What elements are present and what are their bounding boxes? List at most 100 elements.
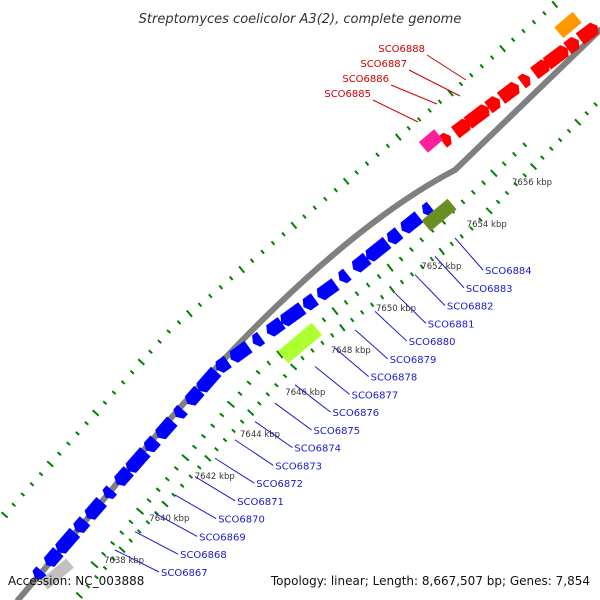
tick-mark <box>38 471 44 477</box>
gene-arrow[interactable] <box>277 302 307 329</box>
gene-arrow[interactable] <box>384 227 404 247</box>
gene-label-reverse[interactable]: SCO6883 <box>466 284 513 295</box>
gene-arrow[interactable] <box>141 435 161 456</box>
gene-arrow[interactable] <box>484 94 504 114</box>
gene-arrow[interactable] <box>314 278 340 302</box>
gene-arrow[interactable] <box>263 317 286 339</box>
tick-mark <box>94 574 99 580</box>
tick-mark <box>239 419 245 424</box>
gene-label-reverse[interactable]: SCO6879 <box>390 355 437 366</box>
tick-mark <box>419 237 425 243</box>
tick-mark <box>485 207 493 215</box>
tick-mark <box>408 246 414 253</box>
gene-arrow[interactable] <box>212 355 232 376</box>
gene-arrow[interactable] <box>397 211 424 236</box>
tick-mark <box>102 400 108 406</box>
gene-label-reverse[interactable]: SCO6878 <box>371 373 418 384</box>
gene-arrow[interactable] <box>542 43 572 70</box>
leader-line <box>294 384 331 413</box>
tick-mark <box>388 285 396 294</box>
gene-label-reverse[interactable]: SCO6867 <box>161 568 208 579</box>
gene-arrow[interactable] <box>335 268 352 286</box>
gene-label-reverse[interactable]: SCO6881 <box>428 319 475 330</box>
gene-arrow[interactable] <box>563 34 583 55</box>
tick-mark <box>231 428 236 434</box>
tick-mark <box>128 538 134 543</box>
gene-arrow[interactable] <box>71 516 91 536</box>
gene-arrow[interactable] <box>450 116 474 139</box>
tick-mark <box>270 240 276 246</box>
tick-mark <box>101 551 107 557</box>
genome-summary-text: Topology: linear; Length: 8,667,507 bp; … <box>270 574 590 588</box>
tick-mark <box>449 241 454 247</box>
gene-label-reverse[interactable]: SCO6873 <box>275 461 322 472</box>
leader-line <box>194 476 236 502</box>
tick-mark <box>29 482 35 487</box>
gene-arrow[interactable] <box>82 497 107 523</box>
gene-label-reverse[interactable]: SCO6877 <box>352 390 399 401</box>
leader-line <box>234 439 274 466</box>
tick-mark <box>282 373 288 379</box>
tick-mark <box>102 565 108 571</box>
tick-mark <box>478 217 483 222</box>
gene-arrow[interactable] <box>30 566 47 583</box>
tick-mark <box>376 273 382 279</box>
gene-label-forward[interactable]: SCO6887 <box>360 59 407 70</box>
gene-label-reverse[interactable]: SCO6868 <box>180 550 227 561</box>
tick-mark <box>522 173 527 178</box>
gene-arrow[interactable] <box>153 416 178 443</box>
gene-arrow[interactable] <box>249 331 266 349</box>
gene-arrow[interactable] <box>227 340 253 365</box>
gene-label-reverse[interactable]: SCO6884 <box>485 266 532 277</box>
gene-label-forward[interactable]: SCO6885 <box>324 89 371 100</box>
tick-mark <box>385 143 391 149</box>
gene-arrow[interactable] <box>100 485 118 502</box>
gene-label-reverse[interactable]: SCO6875 <box>314 426 361 437</box>
tick-mark <box>238 265 246 274</box>
kbp-label: 7650 kbp <box>376 304 416 314</box>
gene-label-reverse[interactable]: SCO6871 <box>237 497 284 508</box>
gene-arrow[interactable] <box>463 102 493 129</box>
gene-label-reverse[interactable]: SCO6882 <box>447 302 494 313</box>
leader-line <box>254 421 293 449</box>
gene-arrow[interactable] <box>53 527 81 557</box>
gene-arrow[interactable] <box>362 236 392 264</box>
gene-label-reverse[interactable]: SCO6880 <box>409 337 456 348</box>
tick-mark <box>265 392 271 397</box>
gene-label-forward[interactable]: SCO6888 <box>378 44 425 55</box>
leader-line <box>414 274 446 306</box>
gene-arrow[interactable] <box>438 130 454 148</box>
tick-mark <box>119 530 125 535</box>
gene-arrow[interactable] <box>299 293 319 313</box>
feature-lime <box>278 322 322 364</box>
tick-mark <box>333 187 338 193</box>
leader-line <box>354 329 389 360</box>
gene-arrow[interactable] <box>529 57 553 80</box>
tick-mark <box>300 355 305 361</box>
gene-label-reverse[interactable]: SCO6869 <box>199 533 246 544</box>
gene-label-forward[interactable]: SCO6886 <box>342 74 389 85</box>
tick-mark <box>429 256 435 262</box>
tick-mark <box>161 500 169 508</box>
tick-mark <box>135 507 145 515</box>
gene-arrow[interactable] <box>517 71 533 89</box>
tick-mark <box>210 423 216 429</box>
gene-arrow[interactable] <box>575 20 600 45</box>
map-title: Streptomyces coelicolor A3(2), complete … <box>139 12 462 27</box>
tick-mark <box>84 420 89 426</box>
gene-arrow[interactable] <box>194 366 222 396</box>
gene-label-reverse[interactable]: SCO6872 <box>256 479 303 490</box>
gene-arrow[interactable] <box>123 447 151 476</box>
tick-mark <box>188 474 194 479</box>
tick-mark <box>136 529 142 534</box>
tick-mark <box>512 151 517 157</box>
gene-arrow[interactable] <box>496 79 523 104</box>
gene-label-reverse[interactable]: SCO6874 <box>294 444 341 455</box>
gene-label-reverse[interactable]: SCO6876 <box>333 408 380 419</box>
gene-arrow[interactable] <box>171 404 188 422</box>
gene-label-reverse[interactable]: SCO6870 <box>218 515 265 526</box>
tick-mark <box>593 102 598 107</box>
tick-mark <box>416 117 422 122</box>
leader-line <box>134 531 179 555</box>
